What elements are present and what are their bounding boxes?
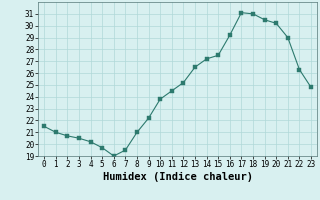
X-axis label: Humidex (Indice chaleur): Humidex (Indice chaleur) — [103, 172, 252, 182]
